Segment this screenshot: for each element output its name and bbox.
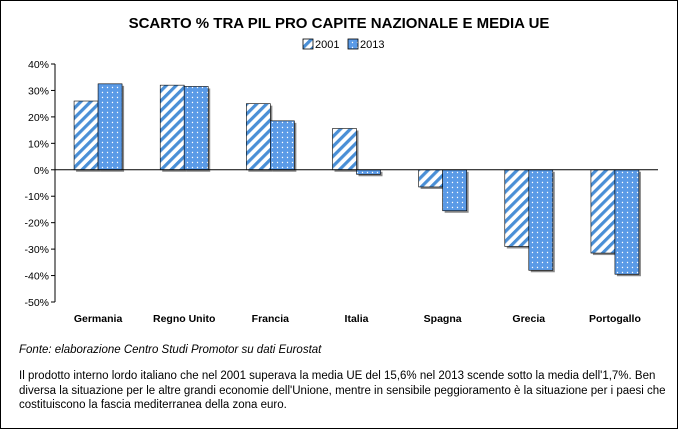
y-tick-label: 0% xyxy=(34,165,49,177)
bar-chart: SCARTO % TRA PIL PRO CAPITE NAZIONALE E … xyxy=(24,15,658,325)
source-note: Fonte: elaborazione Centro Studi Promoto… xyxy=(19,344,322,356)
y-tick-label: 20% xyxy=(28,112,49,124)
category-label: Regno Unito xyxy=(153,313,215,325)
bar-2013-italia xyxy=(356,169,381,175)
chart-title: SCARTO % TRA PIL PRO CAPITE NAZIONALE E … xyxy=(129,15,550,32)
description-text: Il prodotto interno lordo italiano che n… xyxy=(19,370,666,411)
bar-2013-germania xyxy=(97,83,123,171)
bar-2001-grecia xyxy=(504,169,530,247)
bar-2001-francia xyxy=(246,103,271,171)
legend-swatch-2001 xyxy=(302,38,314,50)
bar-2013-francia xyxy=(270,120,295,171)
bar-2001-italia xyxy=(332,128,357,171)
bar-2001-spagna xyxy=(418,169,443,188)
y-tick-label: 30% xyxy=(28,85,49,97)
bar-2013-regno-unito xyxy=(183,86,209,171)
category-label: Spagna xyxy=(424,313,462,325)
category-label: Germania xyxy=(74,313,123,325)
y-tick-label: 10% xyxy=(28,138,49,150)
category-label: Grecia xyxy=(512,313,545,325)
y-tick-label: -20% xyxy=(24,218,49,230)
y-tick-label: -50% xyxy=(24,297,49,309)
plot-area: 40% 30% 20% 10% 0% -10% -20% -30% -40% -50% German… xyxy=(24,59,658,325)
bar-2001-regno-unito xyxy=(159,84,185,171)
bar-2013-grecia xyxy=(528,169,554,271)
legend: 2001 2013 xyxy=(302,38,384,51)
y-tick-label: -30% xyxy=(24,244,49,256)
legend-label-2013: 2013 xyxy=(360,39,384,51)
bar-2001-portogallo xyxy=(590,169,616,254)
category-label: Portogallo xyxy=(589,313,641,325)
legend-swatch-2013 xyxy=(347,38,359,50)
bar-2013-portogallo xyxy=(614,169,640,275)
category-label: Italia xyxy=(345,313,369,325)
y-tick-label: -40% xyxy=(24,271,49,283)
y-tick-label: -10% xyxy=(24,191,49,203)
legend-label-2001: 2001 xyxy=(315,39,339,51)
bar-2001-germania xyxy=(73,100,99,171)
bar-2013-spagna xyxy=(442,169,467,212)
y-tick-label: 40% xyxy=(28,59,49,71)
category-label: Francia xyxy=(252,313,290,325)
